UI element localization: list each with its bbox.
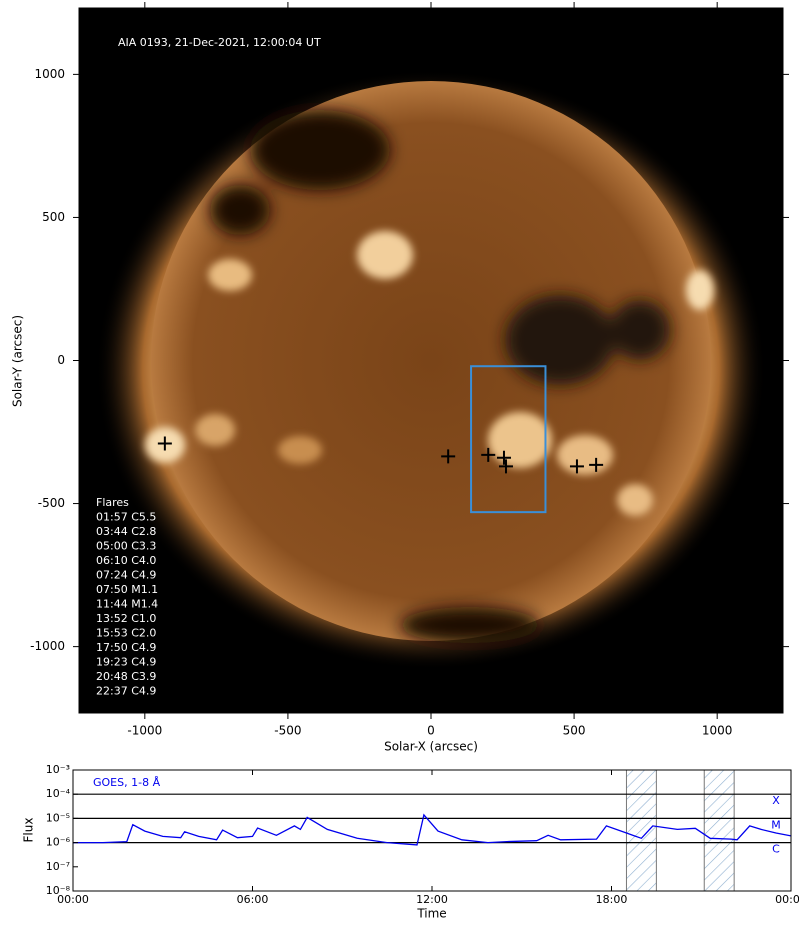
class-level-label: C [772,843,780,856]
flare-list-item: 01:57 C5.5 [96,511,156,524]
solar-disk [151,81,711,641]
flare-list-item: 17:50 C4.9 [96,641,156,654]
y-axis-label: Solar-Y (arcsec) [11,315,25,407]
sun-image [79,8,783,713]
flare-marker [157,436,172,451]
y-tick-label: 10⁻⁸ [46,884,71,897]
y-tick-label: 10⁻⁵ [46,811,70,824]
flux-line [73,813,791,846]
coronal-holes [210,110,670,643]
flare-marker [569,459,584,474]
flare-list-item: 19:23 C4.9 [96,656,156,669]
x-axis-label: Time [416,907,446,921]
x-axis-label: Solar-X (arcsec) [384,740,478,754]
y-tick-label: 10⁻³ [46,763,70,776]
y-tick-label: 10⁻⁷ [46,860,70,873]
x-tick-label: 06:00 [237,893,269,906]
flare-marker [441,449,456,464]
goes-annotation: GOES, 1-8 Å [93,776,161,789]
flare-list-item: 07:24 C4.9 [96,569,156,582]
y-tick-label: 10⁻⁶ [46,836,71,849]
goes-plot-area [73,770,791,891]
y-tick-label: 0 [57,353,65,367]
x-tick-label: 00:00 [57,893,89,906]
bottom-frame [72,769,792,892]
flare-marker [496,450,511,465]
x-tick-label: 0 [427,724,435,738]
flare-list-item: 05:00 C3.3 [96,540,156,553]
y-axis-label: Flux [22,818,36,843]
y-tick-label: 10⁻⁴ [46,787,71,800]
x-tick-label: 00:00 [775,893,799,906]
flare-marker [498,459,513,474]
flare-list-item: 03:44 C2.8 [96,525,156,538]
x-tick-label: 500 [563,724,586,738]
x-tick-label: -500 [274,724,301,738]
flare-list-item: 22:37 C4.9 [96,685,156,698]
flare-marker [481,447,496,462]
y-tick-label: -1000 [30,639,65,653]
flare-list-item: 15:53 C2.0 [96,627,156,640]
flare-list-item: 20:48 C3.9 [96,670,156,683]
x-tick-label: 12:00 [416,893,448,906]
y-tick-label: 500 [42,210,65,224]
image-annotation: AIA 0193, 21-Dec-2021, 12:00:04 UT [118,36,321,49]
flare-list-item: 13:52 C1.0 [96,612,156,625]
region-box [470,365,547,514]
class-level-label: X [772,794,780,807]
y-tick-label: -500 [38,496,65,510]
class-level-label: M [771,818,781,831]
x-tick-label: 1000 [702,724,733,738]
flare-marker [589,457,604,472]
highlight-span [625,770,657,891]
flare-list-item: 06:10 C4.0 [96,554,156,567]
x-tick-label: 18:00 [596,893,628,906]
flare-list-item: 07:50 M1.1 [96,583,158,596]
x-tick-label: -1000 [127,724,162,738]
highlight-span [703,770,735,891]
flare-list-item: 11:44 M1.4 [96,598,158,611]
flare-list-title: Flares [96,496,129,509]
y-tick-label: 1000 [34,67,65,81]
